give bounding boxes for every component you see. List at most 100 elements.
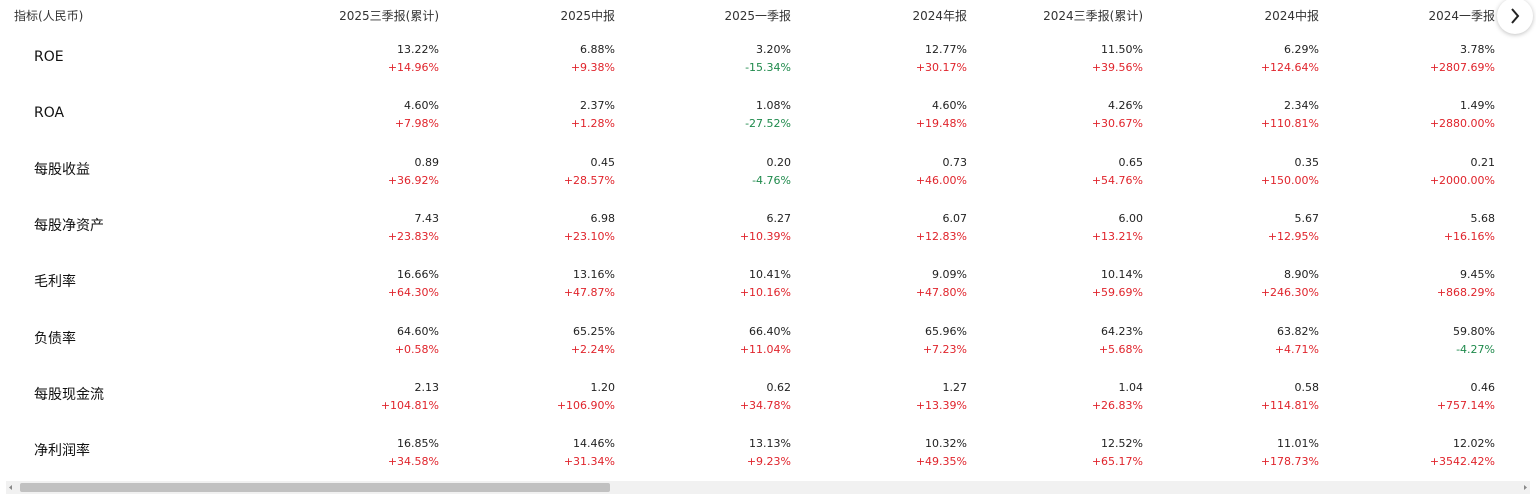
chevron-icon — [1511, 8, 1520, 24]
cell-value: 0.20 — [766, 155, 792, 169]
cell-change: -15.34% — [745, 61, 791, 74]
cell-change: +34.58% — [387, 455, 439, 469]
cell-change: +47.80% — [915, 286, 967, 300]
cell-value: 65.96% — [925, 324, 967, 338]
column-header: 2024中报 — [1264, 9, 1319, 23]
cell-change: +150.00% — [1260, 173, 1319, 187]
cell-value: 1.08% — [756, 99, 791, 113]
cell-value: 13.13% — [749, 437, 791, 451]
cell-change: +110.81% — [1260, 117, 1319, 131]
cell-change: +7.98% — [394, 117, 439, 131]
cell-change: +47.87% — [563, 286, 615, 300]
cell-value: 16.66% — [397, 268, 439, 282]
cell-value: 0.58 — [1294, 380, 1320, 394]
cell-value: 3.20% — [756, 43, 791, 56]
cell-value: 10.14% — [1101, 268, 1143, 282]
cell-change: +36.92% — [387, 173, 439, 187]
cell-change: +23.10% — [563, 229, 615, 243]
scroll-arrows — [9, 485, 1527, 490]
cell-value: 10.32% — [925, 437, 967, 451]
cell-change: +13.21% — [1091, 229, 1143, 243]
cell-change: +2.24% — [570, 342, 615, 356]
cell-change: +124.64% — [1260, 61, 1319, 74]
cell-value: 6.00 — [1118, 211, 1144, 225]
cell-value: 8.90% — [1284, 268, 1319, 282]
cell-value: 0.65 — [1118, 155, 1144, 169]
cell-value: 64.60% — [397, 324, 439, 338]
cell-value: 64.23% — [1101, 324, 1143, 338]
cell-change: +3542.42% — [1429, 455, 1495, 469]
cell-change: +14.96% — [387, 61, 439, 74]
cell-change: +34.78% — [739, 398, 791, 412]
cell-change: +54.76% — [1091, 173, 1143, 187]
cell-change: +246.30% — [1260, 286, 1319, 300]
cell-value: 9.09% — [932, 268, 967, 282]
cell-change: +9.38% — [570, 61, 615, 74]
cell-value: 66.40% — [749, 324, 791, 338]
cell-change: +2807.69% — [1429, 61, 1495, 74]
cell-change: -4.27% — [1456, 342, 1495, 356]
cell-value: 12.02% — [1453, 437, 1495, 451]
cell-value: 59.80% — [1453, 324, 1495, 338]
cell-change: +64.30% — [387, 286, 439, 300]
cell-change: +65.17% — [1091, 455, 1143, 469]
row-label: ROE — [34, 49, 64, 65]
header-label: 指标(人民币) — [14, 9, 84, 23]
cell-value: 11.01% — [1277, 437, 1319, 451]
cell-change: +1.28% — [570, 117, 615, 131]
column-header: 2024一季报 — [1428, 9, 1495, 23]
column-header: 2024年报 — [912, 9, 967, 23]
cell-change: +30.67% — [1091, 117, 1143, 131]
cell-change: +49.35% — [915, 455, 967, 469]
row-label: 净利润率 — [34, 443, 90, 460]
row-label: 负债率 — [34, 330, 76, 347]
cell-change: +9.23% — [746, 455, 791, 469]
cell-value: 6.27 — [766, 211, 792, 225]
next-columns-button[interactable] — [1497, 0, 1533, 34]
row-label: ROA — [34, 105, 65, 122]
cell-change: -4.76% — [752, 173, 791, 187]
scrollbar-thumb[interactable] — [20, 483, 610, 492]
cell-change: +10.16% — [739, 286, 791, 300]
row-label: 每股净资产 — [34, 217, 104, 234]
cell-change: +12.95% — [1267, 229, 1319, 243]
cell-value: 4.26% — [1108, 99, 1143, 113]
cell-change: +11.04% — [739, 342, 791, 356]
cell-change: +7.23% — [922, 342, 967, 356]
cell-value: 2.37% — [580, 99, 615, 113]
cell-change: +46.00% — [915, 173, 967, 187]
cell-value: 7.43 — [414, 211, 440, 225]
cell-value: 10.41% — [749, 268, 791, 282]
cell-value: 13.16% — [573, 268, 615, 282]
cell-value: 0.46 — [1470, 380, 1496, 394]
cell-value: 2.34% — [1284, 99, 1319, 113]
cell-value: 6.88% — [580, 43, 615, 56]
cell-change: +2880.00% — [1429, 117, 1495, 131]
cell-value: 16.85% — [397, 437, 439, 451]
cell-change: +5.68% — [1098, 342, 1143, 356]
cell-value: 9.45% — [1460, 268, 1495, 282]
column-header: 2025一季报 — [724, 9, 791, 23]
column-header: 2025中报 — [560, 9, 615, 23]
cell-change: -27.52% — [745, 117, 791, 131]
cell-change: +106.90% — [556, 398, 615, 412]
cell-change: +10.39% — [739, 229, 791, 243]
cell-change: +13.39% — [915, 398, 967, 412]
cell-value: 4.60% — [404, 99, 439, 113]
cell-value: 14.46% — [573, 437, 615, 451]
cell-change: +104.81% — [380, 398, 439, 412]
cell-change: +59.69% — [1091, 286, 1143, 300]
cell-value: 5.68 — [1470, 211, 1496, 225]
cell-value: 11.50% — [1101, 43, 1143, 56]
horizontal-scrollbar[interactable] — [6, 481, 1530, 494]
cell-value: 13.22% — [397, 43, 439, 56]
cell-change: +114.81% — [1260, 398, 1319, 412]
cell-value: 6.07 — [942, 211, 968, 225]
cell-change: +178.73% — [1260, 455, 1319, 469]
cell-change: +26.83% — [1091, 398, 1143, 412]
cell-change: +23.83% — [387, 229, 439, 243]
cell-value: 0.62 — [766, 380, 792, 394]
column-header: 2025三季报(累计) — [339, 9, 439, 23]
cell-value: 12.77% — [925, 43, 967, 56]
